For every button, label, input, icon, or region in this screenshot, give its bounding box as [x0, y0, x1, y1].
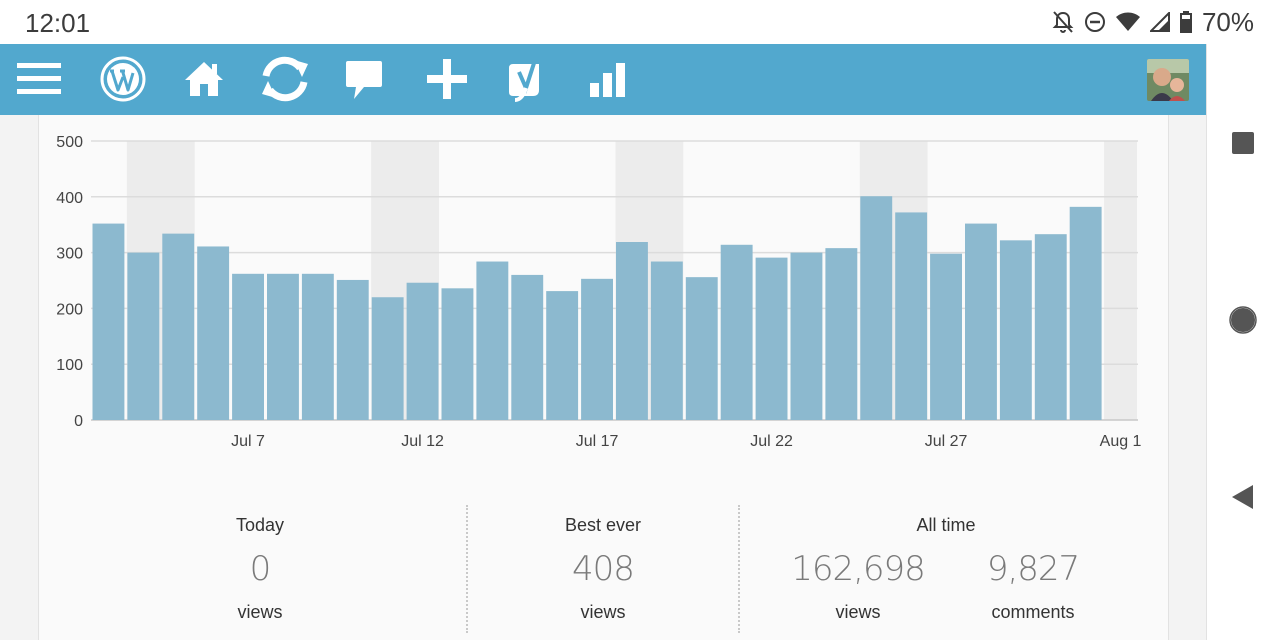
- best-ever-unit: views: [580, 602, 626, 622]
- bar: [685, 277, 718, 420]
- bar: [790, 252, 823, 420]
- x-tick-label: Jul 27: [925, 433, 968, 450]
- summary-divider: [738, 505, 740, 633]
- status-icons: 70%: [1052, 6, 1254, 38]
- battery-percent: 70%: [1201, 6, 1254, 37]
- bar: [197, 246, 230, 420]
- x-tick-label: Jul 17: [576, 433, 619, 450]
- do-not-disturb-icon: [1084, 12, 1105, 32]
- views-bar-chart: 0 100 200 300 400 500 Jul 7 Jul 12 Jul 17 Jul 22 J…: [56, 134, 1142, 450]
- refresh-icon[interactable]: [256, 56, 314, 102]
- all-time-views-value: 162,698: [791, 549, 926, 589]
- bar: [1034, 234, 1067, 420]
- bar: [441, 288, 474, 420]
- bar: [965, 223, 997, 420]
- home-nav-icon[interactable]: [1229, 306, 1257, 334]
- bar: [232, 273, 264, 420]
- bar: [999, 240, 1032, 420]
- signal-icon: [1149, 12, 1170, 32]
- menu-icon[interactable]: [16, 56, 62, 102]
- bar: [127, 252, 160, 420]
- all-time-comments-value: 9,827: [986, 549, 1080, 589]
- today-unit: views: [237, 602, 283, 622]
- bar: [546, 291, 579, 420]
- bar: [720, 244, 753, 420]
- comment-icon[interactable]: [344, 56, 384, 102]
- bar: [336, 279, 369, 420]
- recent-apps-icon[interactable]: [1231, 131, 1255, 155]
- bar: [406, 282, 439, 420]
- bar: [581, 278, 613, 420]
- battery-icon: [1179, 11, 1192, 33]
- wifi-icon: [1115, 12, 1140, 31]
- bar: [616, 241, 648, 420]
- today-value: 0: [249, 549, 272, 589]
- all-time-label: All time: [916, 515, 976, 535]
- wordpress-icon[interactable]: [99, 56, 147, 102]
- bar: [895, 212, 928, 420]
- bar: [825, 248, 858, 420]
- bar: [92, 223, 125, 420]
- summary-divider: [466, 505, 468, 633]
- y-tick-label: 400: [56, 190, 83, 207]
- yoast-icon[interactable]: [505, 56, 549, 102]
- bar: [755, 257, 788, 420]
- y-tick-label: 200: [56, 301, 83, 318]
- x-tick-label: Aug 1: [1100, 433, 1142, 450]
- bar: [511, 274, 544, 420]
- y-tick-label: 100: [56, 357, 83, 374]
- stats-icon[interactable]: [588, 56, 628, 102]
- bar: [860, 196, 893, 420]
- home-icon[interactable]: [183, 56, 225, 102]
- best-ever-label: Best ever: [564, 515, 642, 535]
- y-tick-label: 0: [74, 413, 83, 430]
- weekend-shade: [1104, 141, 1137, 420]
- x-tick-label: Jul 12: [401, 433, 444, 450]
- bar: [301, 273, 334, 420]
- bar: [930, 253, 962, 420]
- bar: [371, 297, 404, 420]
- today-label: Today: [235, 515, 285, 535]
- x-tick-label: Jul 22: [750, 433, 793, 450]
- status-bar: 12:01 70%: [0, 0, 1280, 44]
- add-icon[interactable]: [425, 56, 469, 102]
- bar: [162, 233, 195, 420]
- user-avatar[interactable]: [1147, 59, 1189, 101]
- all-time-views-unit: views: [835, 602, 881, 622]
- all-time-comments-unit: comments: [991, 602, 1075, 622]
- bar: [650, 261, 683, 420]
- notifications-off-icon: [1052, 11, 1074, 33]
- y-tick-label: 300: [56, 246, 83, 263]
- y-tick-label: 500: [56, 134, 83, 151]
- best-ever-value: 408: [572, 549, 635, 589]
- bar: [476, 261, 509, 420]
- bar: [1069, 206, 1102, 420]
- app-toolbar: [0, 44, 1206, 115]
- x-tick-label: Jul 7: [231, 433, 265, 450]
- back-icon[interactable]: [1231, 484, 1255, 510]
- bar: [267, 273, 299, 420]
- status-time: 12:01: [25, 8, 91, 38]
- system-nav-bar: [1206, 44, 1280, 640]
